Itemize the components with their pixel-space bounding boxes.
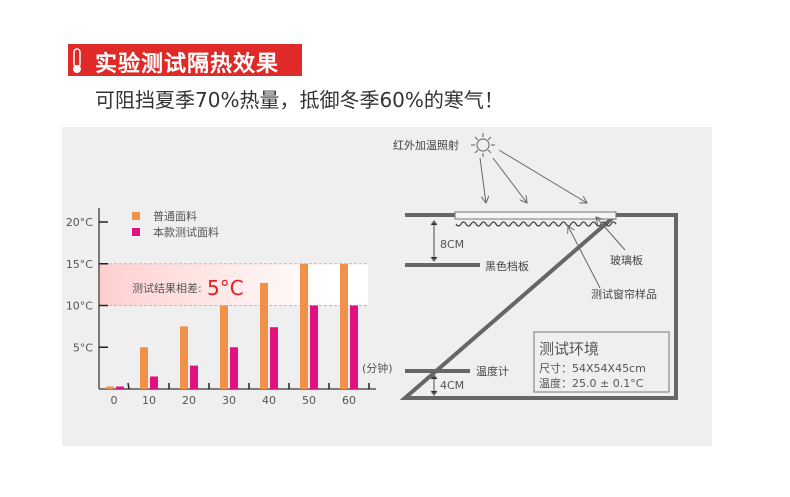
x-tick-label: 60	[342, 394, 356, 407]
x-tick	[127, 382, 130, 390]
env-size: 尺寸：54X54X45cm	[539, 361, 646, 375]
subtitle: 可阻挡夏季70%热量，抵御冬季60%的寒气！	[95, 88, 504, 112]
bar-0	[180, 326, 188, 389]
bar-0	[300, 263, 308, 389]
legend-label: 本款测试面料	[153, 225, 219, 239]
x-tick-label: 50	[302, 394, 316, 407]
thermo-gap-label: 4CM	[440, 379, 464, 392]
bar-0	[140, 347, 148, 389]
x-tick-label: 0	[111, 394, 118, 407]
curtain-sample	[455, 221, 617, 227]
env-temp: 温度：25.0 ± 0.1°C	[539, 376, 644, 390]
light-label: 红外加温照射	[393, 138, 459, 152]
x-axis-label: (分钟)	[362, 361, 393, 375]
gap-arrows	[430, 220, 438, 396]
board-gap-label: 8CM	[440, 238, 464, 251]
band-label: 测试结果相差:	[132, 281, 202, 295]
bar-0	[260, 282, 268, 389]
glass-board	[454, 211, 617, 220]
light-arrows	[479, 149, 587, 203]
y-tick-label: 5°C	[73, 341, 93, 354]
title-banner	[68, 44, 302, 76]
board-label: 黑色档板	[485, 259, 529, 273]
bar-1	[270, 327, 278, 389]
bar-1	[230, 347, 238, 389]
glass-label: 玻璃板	[610, 253, 643, 267]
y-tick-label: 10°C	[66, 300, 93, 313]
sample-label: 测试窗帘样品	[591, 287, 657, 301]
difference-band	[99, 263, 368, 306]
legend-label: 普通面料	[153, 209, 197, 223]
thermometer-icon	[73, 48, 81, 73]
bar-0	[220, 305, 228, 389]
legend-swatch	[132, 228, 140, 236]
bar-1	[310, 305, 318, 389]
band-value: 5°C	[207, 276, 244, 300]
bar-1	[116, 386, 124, 389]
y-tick-label: 15°C	[66, 258, 93, 271]
bar-0	[106, 386, 114, 389]
env-title: 测试环境	[539, 340, 599, 358]
test-box	[399, 213, 678, 400]
sun-icon	[471, 133, 495, 157]
bar-0	[340, 263, 348, 389]
bar-1	[190, 365, 198, 389]
x-tick-label: 40	[262, 394, 276, 407]
bar-1	[350, 305, 358, 389]
x-tick-label: 10	[142, 394, 156, 407]
x-tick-label: 30	[222, 394, 236, 407]
bar-1	[150, 376, 158, 389]
x-tick-label: 20	[182, 394, 196, 407]
thermo-label: 温度计	[476, 364, 509, 378]
legend-swatch	[132, 212, 140, 220]
y-tick-label: 20°C	[66, 216, 93, 229]
env-box	[533, 331, 670, 393]
page-title: 实验测试隔热效果	[95, 52, 280, 77]
